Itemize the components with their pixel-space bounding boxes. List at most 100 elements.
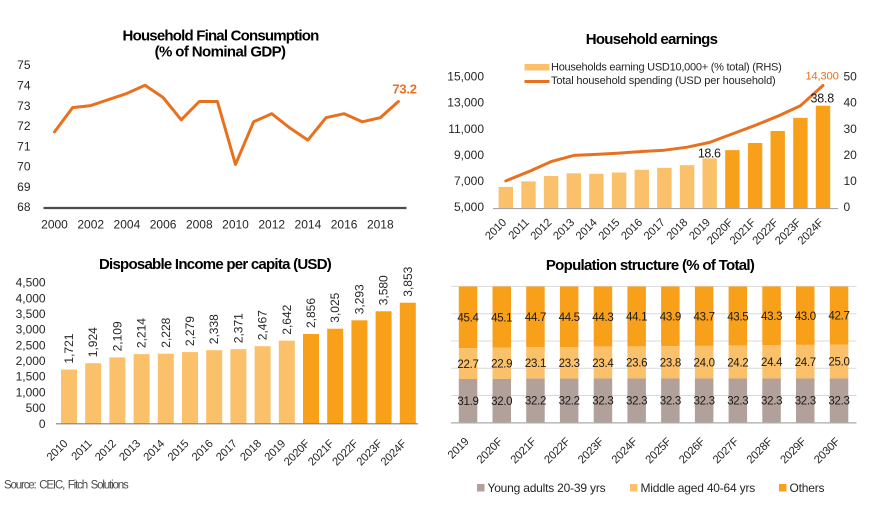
svg-text:32.3: 32.3 <box>828 396 849 408</box>
svg-text:45.4: 45.4 <box>457 313 479 325</box>
svg-text:2021F: 2021F <box>306 438 337 469</box>
svg-text:Household Final Consumption: Household Final Consumption <box>123 27 320 44</box>
svg-text:2014: 2014 <box>142 438 168 464</box>
svg-text:2012: 2012 <box>93 438 119 464</box>
svg-text:2016: 2016 <box>619 217 645 243</box>
svg-text:Source: CEIC, Fitch Solutions: Source: CEIC, Fitch Solutions <box>4 479 129 491</box>
svg-text:40: 40 <box>844 96 858 110</box>
svg-text:2010: 2010 <box>45 438 71 464</box>
svg-text:2013: 2013 <box>551 217 577 243</box>
svg-text:2015: 2015 <box>166 438 192 464</box>
svg-text:32.3: 32.3 <box>795 396 816 408</box>
svg-text:1,924: 1,924 <box>86 327 100 357</box>
svg-text:2,467: 2,467 <box>256 310 270 340</box>
svg-text:9,000: 9,000 <box>454 148 484 162</box>
svg-text:2015: 2015 <box>597 217 623 243</box>
svg-text:32.0: 32.0 <box>491 396 512 408</box>
svg-text:15,000: 15,000 <box>447 70 484 84</box>
svg-text:Total household spending (USD: Total household spending (USD per househ… <box>551 75 776 87</box>
svg-text:72: 72 <box>17 119 31 133</box>
svg-text:43.0: 43.0 <box>795 311 816 323</box>
svg-text:2019: 2019 <box>446 436 472 462</box>
svg-text:2013: 2013 <box>117 438 143 464</box>
svg-text:2023F: 2023F <box>355 438 386 469</box>
svg-text:2010: 2010 <box>483 217 509 243</box>
svg-text:23.6: 23.6 <box>626 358 647 370</box>
svg-text:23.4: 23.4 <box>592 358 614 370</box>
svg-text:2017: 2017 <box>214 438 240 464</box>
svg-text:2008: 2008 <box>186 217 213 231</box>
svg-text:2014: 2014 <box>574 217 600 243</box>
svg-text:2016: 2016 <box>190 438 216 464</box>
svg-text:7,000: 7,000 <box>454 174 484 188</box>
svg-text:69: 69 <box>17 180 31 194</box>
svg-text:Households earning USD10,000+: Households earning USD10,000+ (% total) … <box>551 62 782 74</box>
svg-text:2012: 2012 <box>258 217 285 231</box>
svg-text:0: 0 <box>39 417 46 431</box>
svg-text:30: 30 <box>844 122 858 136</box>
svg-text:3,293: 3,293 <box>352 284 366 314</box>
svg-text:2,642: 2,642 <box>280 304 294 334</box>
svg-text:11,000: 11,000 <box>448 122 484 136</box>
svg-text:2018: 2018 <box>665 217 691 243</box>
svg-text:2000: 2000 <box>41 217 68 231</box>
svg-text:2028F: 2028F <box>745 436 776 467</box>
svg-text:42.7: 42.7 <box>828 311 849 323</box>
svg-text:2020F: 2020F <box>475 436 506 467</box>
svg-text:2,109: 2,109 <box>110 321 124 351</box>
svg-text:5,000: 5,000 <box>454 200 484 214</box>
svg-text:Population structure (% of Tot: Population structure (% of Total) <box>546 257 755 274</box>
svg-text:32.2: 32.2 <box>559 396 580 408</box>
svg-text:2026F: 2026F <box>677 436 708 467</box>
svg-text:32.2: 32.2 <box>525 396 546 408</box>
svg-text:43.3: 43.3 <box>761 311 782 323</box>
svg-text:38.8: 38.8 <box>811 91 835 105</box>
svg-text:(% of Nominal GDP): (% of Nominal GDP) <box>155 43 286 60</box>
svg-text:500: 500 <box>26 401 46 415</box>
svg-text:2006: 2006 <box>150 217 177 231</box>
svg-text:24.7: 24.7 <box>795 357 816 369</box>
svg-text:23.1: 23.1 <box>525 358 546 370</box>
svg-text:1,721: 1,721 <box>62 333 76 363</box>
svg-text:1,500: 1,500 <box>16 370 46 384</box>
svg-text:44.1: 44.1 <box>626 312 647 324</box>
svg-text:1,000: 1,000 <box>16 385 46 399</box>
svg-text:2011: 2011 <box>70 438 95 463</box>
svg-text:22.7: 22.7 <box>457 359 478 371</box>
svg-text:2024F: 2024F <box>379 438 410 469</box>
svg-text:Disposable Income per capita (: Disposable Income per capita (USD) <box>99 256 332 273</box>
svg-text:2,214: 2,214 <box>135 318 149 348</box>
svg-text:43.7: 43.7 <box>694 311 715 323</box>
svg-text:71: 71 <box>17 139 31 153</box>
svg-text:14,300: 14,300 <box>805 71 838 83</box>
svg-text:73: 73 <box>17 99 31 113</box>
svg-text:32.3: 32.3 <box>626 396 647 408</box>
svg-text:75: 75 <box>17 58 31 72</box>
svg-text:45.1: 45.1 <box>491 312 512 324</box>
svg-text:2,856: 2,856 <box>304 298 318 328</box>
svg-text:2,338: 2,338 <box>207 314 221 344</box>
svg-text:2024F: 2024F <box>610 436 641 467</box>
svg-text:0: 0 <box>844 200 851 214</box>
svg-text:2,279: 2,279 <box>183 316 197 346</box>
svg-text:68: 68 <box>17 200 31 214</box>
svg-text:2027F: 2027F <box>711 436 742 467</box>
svg-text:24.2: 24.2 <box>727 357 748 369</box>
svg-text:73.2: 73.2 <box>392 81 417 96</box>
svg-text:2025F: 2025F <box>643 436 674 467</box>
svg-text:22.9: 22.9 <box>491 359 512 371</box>
svg-text:2017: 2017 <box>642 217 668 243</box>
svg-text:23.3: 23.3 <box>559 358 580 370</box>
svg-text:3,580: 3,580 <box>377 275 391 305</box>
svg-text:2014: 2014 <box>295 217 322 231</box>
svg-text:2002: 2002 <box>77 217 104 231</box>
svg-text:74: 74 <box>17 79 31 93</box>
svg-text:2018: 2018 <box>238 438 264 464</box>
svg-text:18.6: 18.6 <box>698 146 721 160</box>
svg-text:25.0: 25.0 <box>828 357 849 369</box>
svg-text:2029F: 2029F <box>778 436 809 467</box>
svg-text:Middle aged 40-64 yrs: Middle aged 40-64 yrs <box>641 481 756 495</box>
svg-text:2,228: 2,228 <box>159 317 173 347</box>
svg-text:Young adults 20-39 yrs: Young adults 20-39 yrs <box>488 481 606 495</box>
svg-text:10: 10 <box>844 174 858 188</box>
